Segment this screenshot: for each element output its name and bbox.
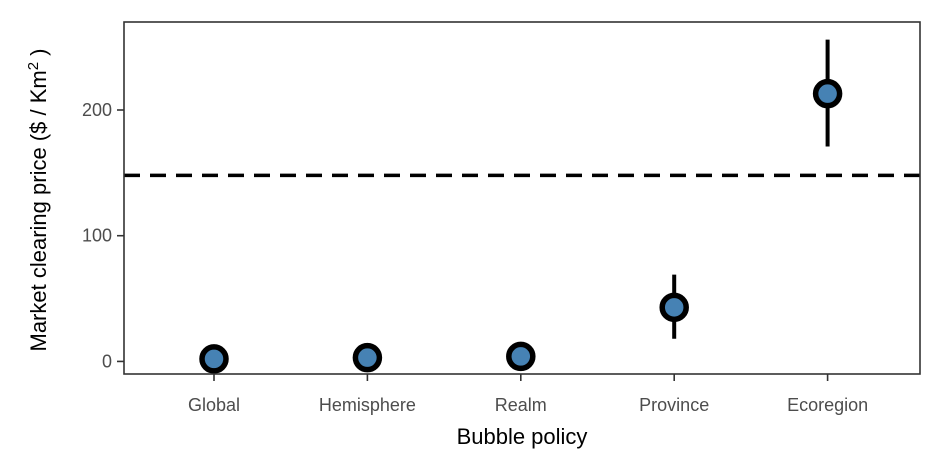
data-point: [506, 341, 536, 372]
x-axis-title: Bubble policy: [457, 424, 588, 449]
y-axis-title-superscript: 2: [25, 62, 42, 70]
data-point: [352, 342, 383, 373]
y-tick-label: 100: [82, 226, 112, 246]
y-axis-title-main: Market clearing price ($ / Km: [26, 70, 51, 351]
x-tick-label: Province: [639, 395, 709, 415]
data-point: [199, 344, 229, 374]
x-axis-ticks: Global Hemisphere Realm Province Ecoregion: [188, 374, 868, 415]
plot-panel-border: [123, 21, 921, 375]
y-axis-title-suffix: ): [26, 49, 51, 62]
y-tick-label: 200: [82, 100, 112, 120]
y-axis-ticks: 0 100 200: [82, 100, 124, 371]
data-point: [659, 292, 689, 323]
x-tick-label: Ecoregion: [787, 395, 868, 415]
x-tick-label: Hemisphere: [319, 395, 416, 415]
x-tick-label: Global: [188, 395, 240, 415]
data-marks: [199, 39, 843, 374]
y-tick-label: 0: [102, 351, 112, 371]
x-tick-label: Realm: [495, 395, 547, 415]
data-point: [812, 78, 843, 109]
y-axis-title: Market clearing price ($ / Km2 ): [25, 49, 52, 352]
